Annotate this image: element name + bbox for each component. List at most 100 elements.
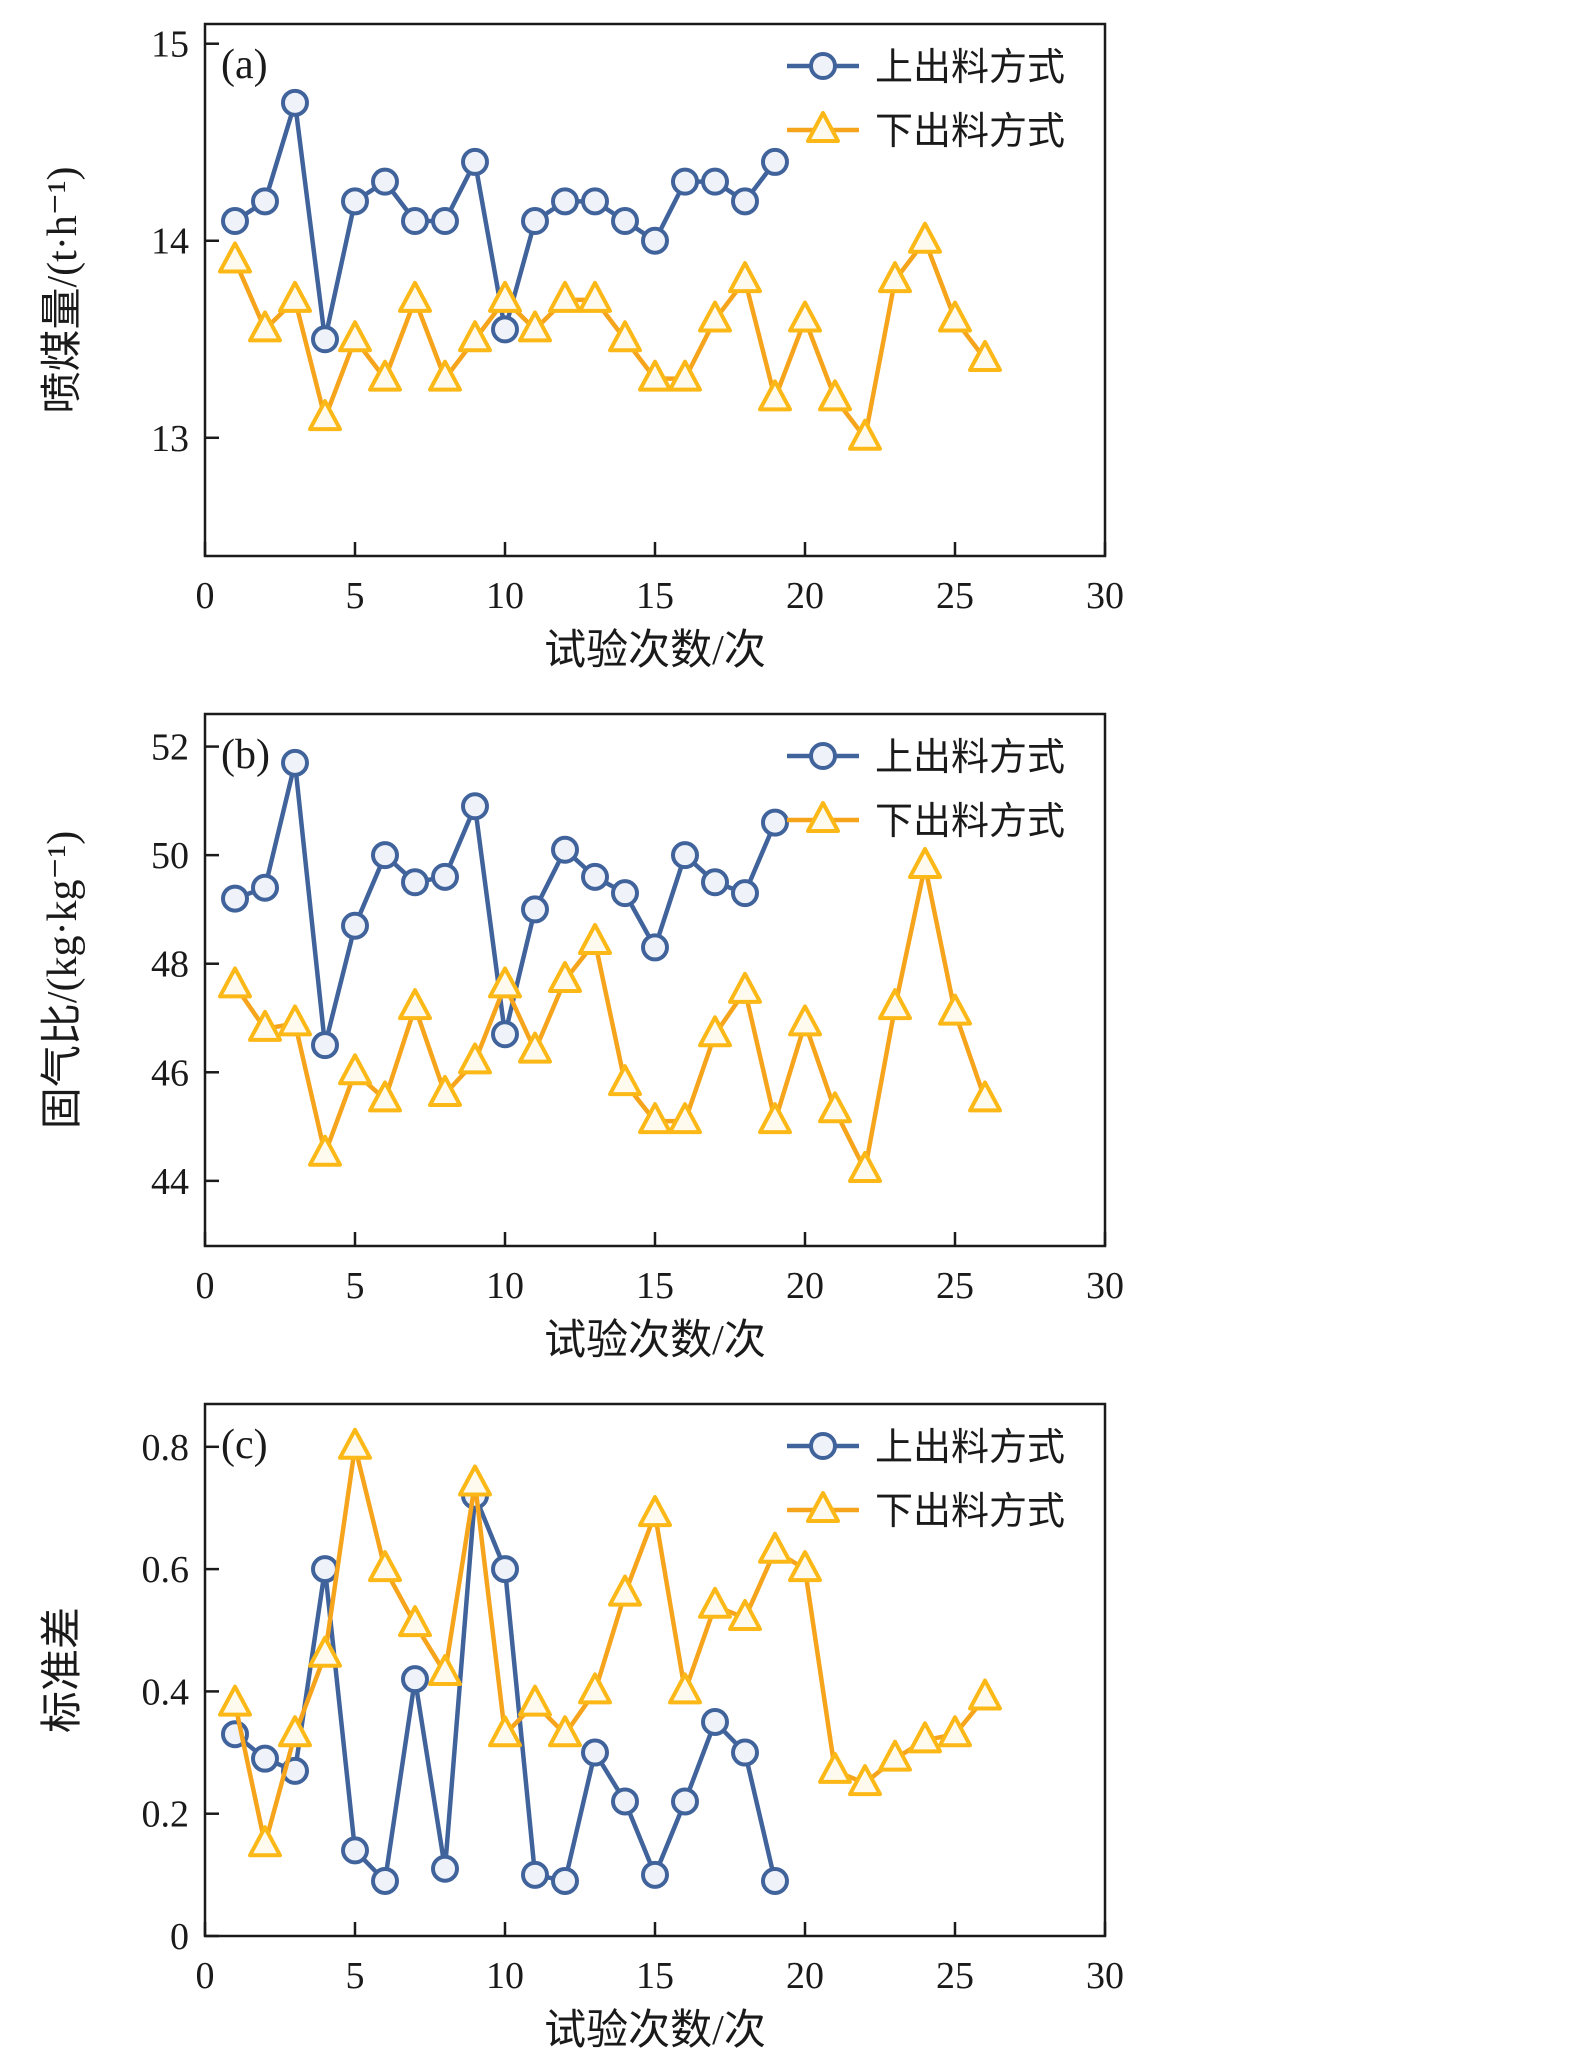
data-point-triangle-marker <box>758 379 792 412</box>
data-point-triangle-marker <box>578 1672 612 1705</box>
data-point-circle-marker <box>281 88 309 117</box>
legend-label: 下出料方式 <box>875 1491 1065 1533</box>
data-point-triangle-marker <box>698 1015 732 1048</box>
data-point-circle-marker <box>731 187 759 216</box>
data-point-triangle-marker <box>518 310 552 343</box>
data-point-triangle-marker <box>668 1102 702 1135</box>
chart-c-standard-deviation: 0 5 10 15 20 25 30 0 0.2 0.4 0.6 0.8 试验次数/次 标准差 (c) 上出料… <box>40 1402 1124 2054</box>
data-point-triangle-marker <box>458 1042 492 1075</box>
data-point-circle-marker <box>641 1860 669 1889</box>
data-point-triangle-marker <box>488 966 522 999</box>
x-tick-label: 15 <box>636 575 674 617</box>
data-point-circle-marker <box>221 207 249 236</box>
x-axis-label: 试验次数/次 <box>544 627 766 674</box>
data-point-triangle-marker <box>968 339 1002 372</box>
legend-label: 上出料方式 <box>875 47 1065 89</box>
data-point-circle-marker <box>611 207 639 236</box>
data-point-triangle-marker <box>806 111 840 143</box>
data-point-triangle-marker <box>608 1574 642 1607</box>
x-tick-label: 5 <box>346 1955 365 1997</box>
data-point-circle-marker <box>641 226 669 255</box>
x-tick-label: 25 <box>936 1955 974 1997</box>
data-point-circle-marker <box>761 147 789 176</box>
data-point-triangle-marker <box>608 1064 642 1097</box>
data-point-triangle-marker <box>848 418 882 451</box>
x-tick-label: 15 <box>636 1955 674 1997</box>
data-point-triangle-marker <box>908 221 942 254</box>
data-point-circle-marker <box>341 1836 369 1865</box>
x-tick-label: 30 <box>1086 575 1124 617</box>
plot-border <box>203 1402 1107 1938</box>
data-point-triangle-marker <box>938 993 972 1026</box>
data-point-triangle-marker <box>818 1751 852 1784</box>
data-point-circle-marker <box>461 147 489 176</box>
data-point-triangle-marker <box>818 1091 852 1124</box>
data-point-triangle-marker <box>578 923 612 955</box>
data-point-circle-marker <box>701 167 729 196</box>
data-point-circle-marker <box>809 742 837 770</box>
data-point-circle-marker <box>371 1866 399 1895</box>
x-axis-label: 试验次数/次 <box>544 1317 766 1364</box>
data-point-triangle-marker <box>578 280 612 313</box>
data-point-circle-marker <box>581 862 609 891</box>
data-point-circle-marker <box>521 895 549 924</box>
data-point-circle-marker <box>671 167 699 196</box>
data-point-triangle-marker <box>428 359 462 392</box>
data-point-triangle-marker <box>398 1605 432 1638</box>
y-axis-label: 喷煤量/(t·h⁻¹) <box>40 166 86 413</box>
data-point-triangle-marker <box>668 359 702 392</box>
x-tick-label: 30 <box>1086 1265 1124 1307</box>
data-point-triangle-marker <box>518 1031 552 1064</box>
data-point-triangle-marker <box>488 1715 522 1748</box>
data-point-circle-marker <box>641 933 669 962</box>
x-tick-label: 10 <box>486 1955 524 1997</box>
data-point-circle-marker <box>431 207 459 236</box>
data-point-circle-marker <box>461 792 489 821</box>
data-point-triangle-marker <box>248 1009 282 1042</box>
x-tick-label: 0 <box>196 1265 215 1307</box>
data-point-triangle-marker <box>518 1684 552 1717</box>
data-point-circle-marker <box>611 1787 639 1816</box>
data-point-triangle-marker <box>668 1672 702 1705</box>
data-point-circle-marker <box>671 841 699 870</box>
data-point-circle-marker <box>701 1707 729 1736</box>
data-point-triangle-marker <box>458 1464 492 1497</box>
data-point-circle-marker <box>251 187 279 216</box>
data-point-triangle-marker <box>788 300 822 333</box>
legend-label: 上出料方式 <box>875 1427 1065 1469</box>
legend-label: 下出料方式 <box>875 801 1065 843</box>
x-tick-label: 0 <box>196 575 215 617</box>
y-tick-label: 44 <box>151 1161 189 1203</box>
data-point-triangle-marker <box>878 261 912 294</box>
data-point-triangle-marker <box>548 1715 582 1748</box>
x-tick-label: 5 <box>346 1265 365 1307</box>
x-tick-label: 20 <box>786 1955 824 1997</box>
data-point-triangle-marker <box>698 1586 732 1619</box>
data-point-circle-marker <box>341 187 369 216</box>
y-tick-label: 0 <box>170 1916 189 1958</box>
data-point-triangle-marker <box>218 1684 252 1717</box>
data-point-triangle-marker <box>548 961 582 993</box>
data-point-triangle-marker <box>248 1825 282 1858</box>
data-point-triangle-marker <box>806 801 840 833</box>
x-tick-label: 10 <box>486 1265 524 1307</box>
panel-letter-label: (b) <box>221 732 270 778</box>
data-point-triangle-marker <box>248 310 282 343</box>
data-point-triangle-marker <box>308 399 342 432</box>
data-point-triangle-marker <box>338 320 372 353</box>
x-tick-label: 25 <box>936 1265 974 1307</box>
data-point-triangle-marker <box>488 280 522 313</box>
data-point-circle-marker <box>401 207 429 236</box>
data-point-circle-marker <box>761 808 789 837</box>
data-point-circle-marker <box>251 1744 279 1773</box>
data-point-circle-marker <box>371 167 399 196</box>
data-point-circle-marker <box>809 1432 837 1460</box>
x-tick-label: 30 <box>1086 1955 1124 1997</box>
y-tick-label: 0.2 <box>142 1794 190 1836</box>
y-tick-label: 48 <box>151 944 189 986</box>
data-point-triangle-marker <box>878 1739 912 1772</box>
legend-label: 下出料方式 <box>875 111 1065 153</box>
series-line <box>232 760 778 1048</box>
data-point-triangle-marker <box>848 1764 882 1797</box>
